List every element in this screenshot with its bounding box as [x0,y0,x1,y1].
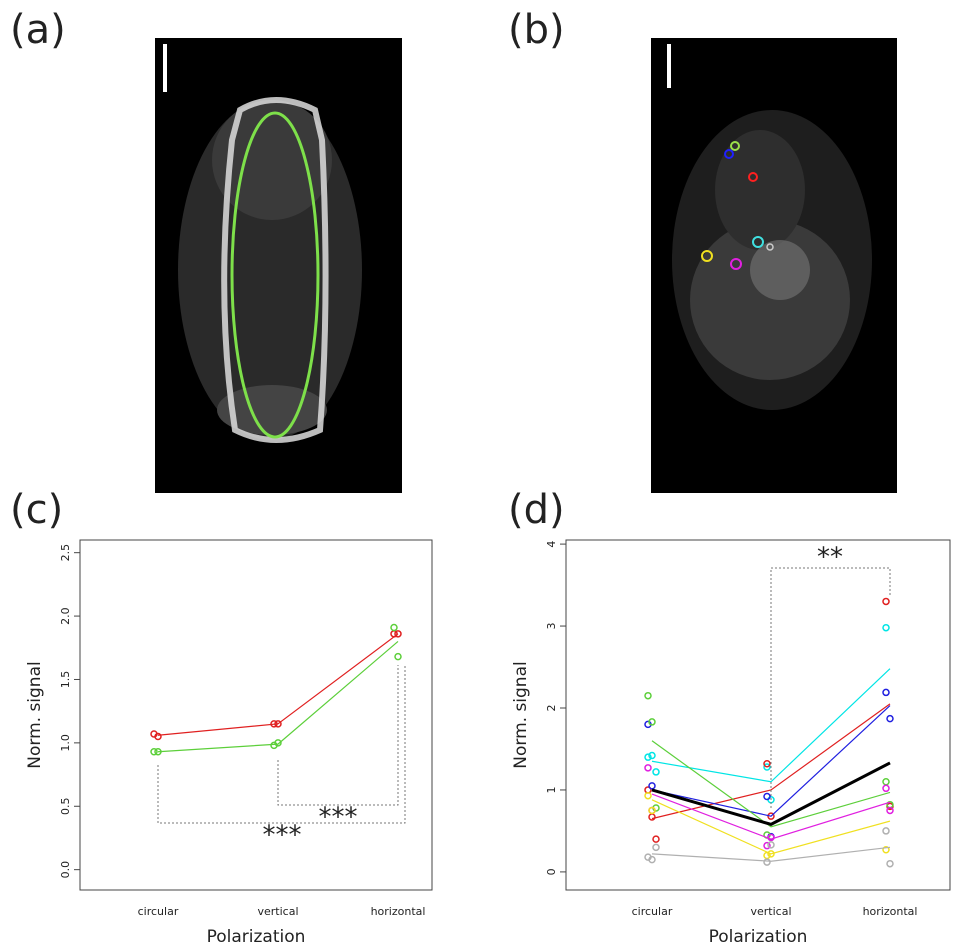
data-point [394,652,402,661]
y-tick-label: 4 [545,541,558,548]
data-point [763,763,771,771]
data-point [154,747,162,756]
series-line [157,640,399,753]
data-point [644,753,652,761]
data-point [150,747,158,756]
panel-label: (b) [508,7,565,53]
data-point [648,813,656,821]
data-point [763,759,771,768]
data-point [882,688,890,697]
data-point [882,623,890,632]
series-line [651,793,891,840]
data-point [274,739,282,747]
data-point [274,720,282,728]
data-point [763,858,771,866]
data-point [886,859,894,868]
x-axis-label: Polarization [207,927,306,947]
data-point [644,764,652,772]
x-tick-label: vertical [750,905,791,918]
data-point [767,841,775,849]
data-point [882,827,890,835]
plot-frame [79,539,433,891]
panel-label: (a) [10,7,66,53]
series-line [651,761,891,826]
x-tick-label: circular [138,905,179,918]
data-point [648,782,656,790]
data-point [882,784,890,793]
series-line [651,846,891,862]
series-line [651,740,891,828]
series-line [157,633,399,736]
y-tick-label: 0.5 [59,798,72,816]
data-point [154,732,162,741]
series-line [651,668,891,783]
x-tick-label: horizontal [863,905,918,918]
y-tick-label: 1.0 [59,734,72,752]
data-point [763,841,771,850]
micrograph-b [651,38,897,493]
data-point [652,835,660,843]
y-tick-label: 3 [545,623,558,630]
data-point [882,846,890,854]
data-point [886,714,894,723]
annotation: *** [263,821,302,851]
series-line [651,799,891,855]
panel-label: (c) [10,487,63,533]
y-tick-label: 1.5 [59,671,72,689]
y-tick-label: 2.0 [59,607,72,625]
y-tick-label: 2.5 [59,544,72,562]
data-point [648,718,656,726]
x-tick-label: horizontal [371,905,426,918]
data-point [394,630,402,638]
x-tick-label: vertical [257,905,298,918]
y-tick-label: 0 [545,868,558,875]
plot-frame [565,539,951,891]
significance-bracket [277,665,399,806]
data-point [882,778,890,786]
y-tick-label: 1 [545,786,558,793]
data-point [648,806,656,815]
data-point [767,850,775,858]
y-axis-label: Norm. signal [25,661,45,768]
data-point [767,833,775,842]
panel-label: (d) [508,487,565,533]
data-point [270,720,278,728]
micrograph-a [155,38,402,493]
data-point [886,806,894,815]
x-tick-label: circular [632,905,673,918]
data-point [767,812,775,820]
y-axis-label: Norm. signal [511,661,531,768]
data-point [652,843,660,852]
data-point [390,623,398,632]
data-point [648,855,656,864]
data-point [648,751,656,760]
annotation: *** [319,803,358,833]
annotation: ** [817,543,843,573]
series-line [651,705,891,817]
data-point [882,597,890,606]
y-tick-label: 2 [545,705,558,712]
y-tick-label: 0.0 [59,861,72,879]
data-point [644,691,652,700]
data-point [644,791,652,800]
data-point [652,768,660,776]
significance-bracket [157,665,406,824]
significance-bracket [770,567,891,808]
data-point [763,792,771,801]
x-axis-label: Polarization [709,927,808,947]
